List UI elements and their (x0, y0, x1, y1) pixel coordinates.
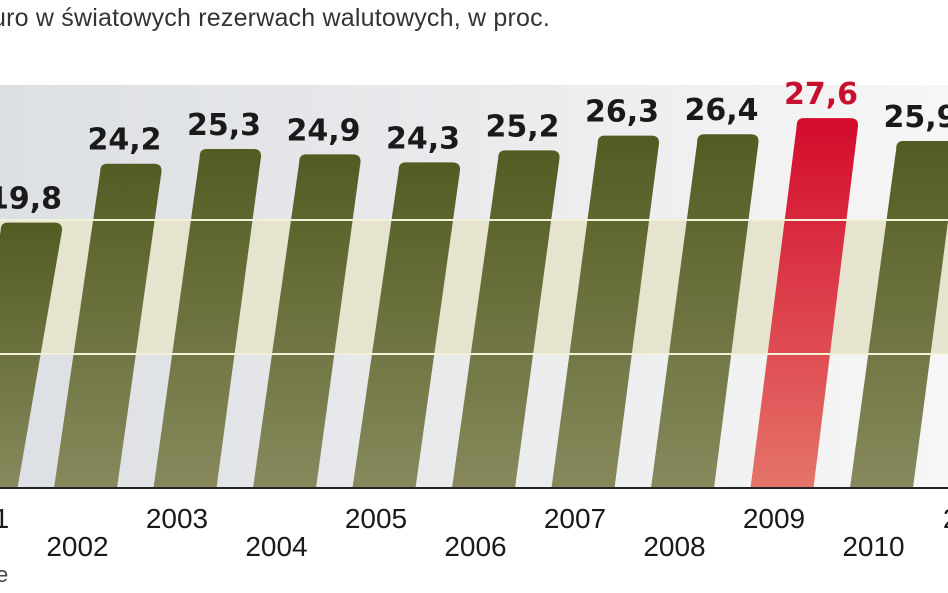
value-label-2005: 24,3 (386, 121, 460, 156)
value-label-2002: 24,2 (87, 123, 161, 158)
bar-2008 (651, 134, 759, 489)
value-label-2006: 25,2 (485, 109, 559, 144)
value-label-2010: 25,9 (883, 100, 948, 135)
value-label-2004: 24,9 (286, 113, 360, 148)
bar-2009 (750, 118, 859, 488)
bar-2003 (153, 148, 262, 489)
chart-title: uro w światowych rezerwach walutowych, w… (0, 4, 551, 32)
bar-2002 (54, 163, 162, 488)
x-tick-label-2007: 2007 (544, 503, 606, 534)
value-label-2009: 27,6 (784, 77, 858, 112)
x-tick-label-2004: 2004 (245, 531, 307, 562)
source-note: e (0, 562, 9, 587)
bar-2010 (850, 140, 948, 488)
value-label-2008: 26,4 (684, 93, 758, 128)
x-tick-label-2005: 2005 (345, 503, 407, 534)
value-label-2001: 19,8 (0, 182, 62, 217)
x-tick-label-2001: 2001 (0, 503, 9, 534)
x-tick-label-2008: 2008 (643, 531, 705, 562)
x-tick-label-2003: 2003 (146, 503, 208, 534)
bar-2001 (0, 222, 63, 488)
bar-2006 (452, 150, 560, 488)
bar-2007 (551, 135, 660, 488)
x-tick-label-2010: 2010 (842, 531, 904, 562)
value-label-2007: 26,3 (585, 95, 659, 130)
x-tick-label-2002: 2002 (46, 531, 108, 562)
value-label-2003: 25,3 (187, 108, 261, 143)
x-tick-label-2009: 2009 (743, 503, 805, 534)
bar-2005 (352, 162, 461, 488)
x-tick-label-2006: 2006 (444, 531, 506, 562)
bar-2004 (253, 154, 361, 488)
x-tick-label-2011: 2011 (943, 503, 948, 534)
